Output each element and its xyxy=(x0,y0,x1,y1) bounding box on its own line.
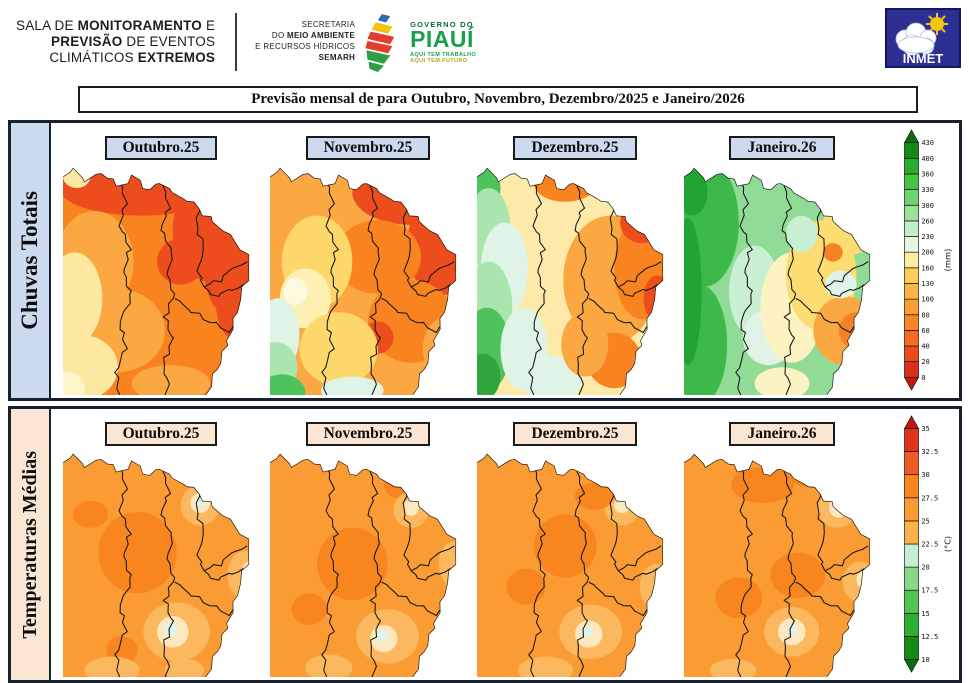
svg-text:12.5: 12.5 xyxy=(921,632,938,641)
sala-monitoramento-logo: SALA DE MONITORAMENTO E PREVISÃO DE EVENT… xyxy=(16,17,216,66)
forecast-map-chuvas-dezembro-25 xyxy=(477,165,673,395)
month-label: Novembro.25 xyxy=(305,422,431,446)
page-title: Previsão mensal de para Outubro, Novembr… xyxy=(78,86,918,113)
piaui-slogan-2: AQUI TEM FUTURO xyxy=(410,57,468,64)
side-strip-temperaturas: Temperaturas Médias xyxy=(11,409,51,680)
svg-text:100: 100 xyxy=(921,294,934,303)
map-column-chuvas-0: Outubro.25 xyxy=(63,123,259,395)
map-column-chuvas-2: Dezembro.25 xyxy=(477,123,673,395)
panel-chuvas-totais: Chuvas Totais Outubro.25 Novembro.25 Dezem… xyxy=(8,120,962,401)
svg-text:(mm): (mm) xyxy=(943,249,953,272)
month-label: Outubro.25 xyxy=(104,422,218,446)
svg-text:230: 230 xyxy=(921,232,934,241)
svg-text:130: 130 xyxy=(921,279,934,288)
svg-text:15: 15 xyxy=(921,609,929,618)
svg-text:27.5: 27.5 xyxy=(921,493,938,502)
inmet-label: INMET xyxy=(903,51,944,66)
month-label: Novembro.25 xyxy=(305,136,431,160)
inmet-cloud-sun-icon: INMET xyxy=(885,8,961,68)
svg-text:0: 0 xyxy=(921,373,925,382)
side-label-temperaturas: Temperaturas Médias xyxy=(18,450,41,639)
month-label: Dezembro.25 xyxy=(513,136,637,160)
svg-text:10: 10 xyxy=(921,655,929,664)
svg-text:200: 200 xyxy=(921,248,934,257)
svg-text:20: 20 xyxy=(921,357,929,366)
map-column-chuvas-1: Novembro.25 xyxy=(270,123,466,395)
governo-do-label: GOVERNO DO xyxy=(410,20,474,30)
svg-text:25: 25 xyxy=(921,516,929,525)
piaui-text: GOVERNO DO PIAUÍ AQUI TEM TRABALHO AQUI … xyxy=(410,20,476,64)
svg-text:400: 400 xyxy=(921,154,934,163)
map-column-temperaturas-2: Dezembro.25 xyxy=(477,409,673,677)
forecast-map-temperaturas-janeiro-26 xyxy=(684,451,880,677)
piaui-slogan-1: AQUI TEM TRABALHO xyxy=(410,51,477,58)
forecast-map-chuvas-outubro-25 xyxy=(63,165,259,395)
map-column-temperaturas-3: Janeiro.26 xyxy=(684,409,880,677)
maps-row-chuvas: Outubro.25 Novembro.25 Dezembro.25 Janeiro.… xyxy=(51,123,959,398)
svg-text:80: 80 xyxy=(921,310,929,319)
forecast-map-temperaturas-novembro-25 xyxy=(270,451,466,677)
colorbar-temperaturas: 10 12.5 15 17.5 20 22.5 25 27.5 30 32.5 35 (°C) xyxy=(897,415,955,673)
piaui-gov-logo: GOVERNO DO PIAUÍ AQUI TEM TRABALHO AQUI … xyxy=(363,12,476,72)
svg-text:330: 330 xyxy=(921,185,934,194)
semarh-logo: SECRETARIA DO MEIO AMBIENTE E RECURSOS HÍD… xyxy=(255,20,356,62)
inmet-logo: INMET xyxy=(885,8,961,68)
svg-text:260: 260 xyxy=(921,216,934,225)
piaui-map-icon xyxy=(365,14,395,72)
side-strip-chuvas: Chuvas Totais xyxy=(11,123,51,398)
svg-text:20: 20 xyxy=(921,563,929,572)
month-label: Dezembro.25 xyxy=(513,422,637,446)
svg-text:17.5: 17.5 xyxy=(921,586,938,595)
month-label: Janeiro.26 xyxy=(729,136,835,160)
svg-text:60: 60 xyxy=(921,326,929,335)
svg-text:360: 360 xyxy=(921,169,934,178)
map-column-chuvas-3: Janeiro.26 xyxy=(684,123,880,395)
svg-text:160: 160 xyxy=(921,263,934,272)
forecast-map-chuvas-janeiro-26 xyxy=(684,165,880,395)
svg-text:40: 40 xyxy=(921,341,929,350)
maps-row-temperaturas: Outubro.25 Novembro.25 Dezembro.25 Janeiro.… xyxy=(51,409,959,680)
svg-text:(°C): (°C) xyxy=(943,536,952,552)
month-label: Outubro.25 xyxy=(104,136,218,160)
header-divider xyxy=(235,13,238,71)
map-column-temperaturas-0: Outubro.25 xyxy=(63,409,259,677)
svg-text:35: 35 xyxy=(921,424,929,433)
map-column-temperaturas-1: Novembro.25 xyxy=(270,409,466,677)
month-label: Janeiro.26 xyxy=(729,422,835,446)
colorbar-chuvas: 0 20 40 60 80 100 130 160 200 230 260 300 330 360 400 4… xyxy=(897,129,955,391)
forecast-map-temperaturas-outubro-25 xyxy=(63,451,259,677)
svg-text:22.5: 22.5 xyxy=(921,539,938,548)
svg-text:430: 430 xyxy=(921,138,934,147)
side-label-chuvas: Chuvas Totais xyxy=(17,191,42,330)
svg-text:30: 30 xyxy=(921,470,929,479)
panel-temperaturas-medias: Temperaturas Médias Outubro.25 Novembro.2… xyxy=(8,406,962,683)
forecast-map-chuvas-novembro-25 xyxy=(270,165,466,395)
piaui-label: PIAUÍ xyxy=(410,26,474,53)
svg-text:32.5: 32.5 xyxy=(921,447,938,456)
svg-text:300: 300 xyxy=(921,201,934,210)
header: SALA DE MONITORAMENTO E PREVISÃO DE EVENT… xyxy=(0,0,969,84)
forecast-map-temperaturas-dezembro-25 xyxy=(477,451,673,677)
